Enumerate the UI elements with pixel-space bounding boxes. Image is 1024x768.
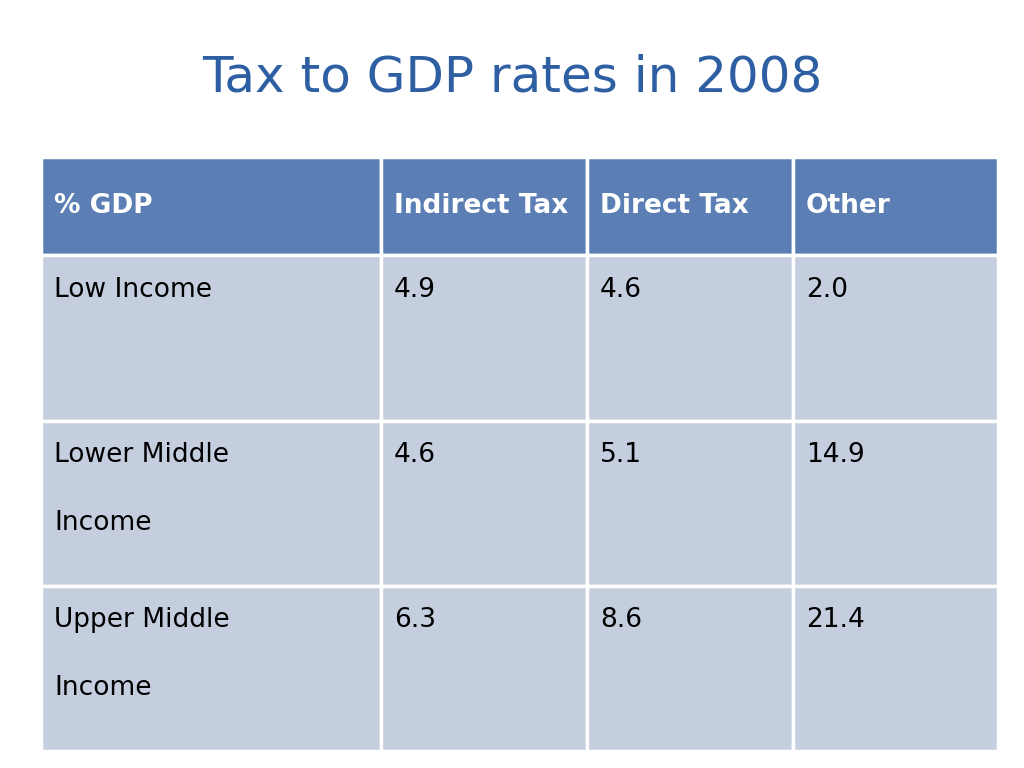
- Text: Upper Middle

Income: Upper Middle Income: [54, 607, 230, 701]
- Text: Tax to GDP rates in 2008: Tax to GDP rates in 2008: [202, 54, 822, 102]
- Bar: [381, 157, 587, 256]
- Bar: [41, 421, 381, 586]
- Bar: [41, 256, 381, 421]
- Bar: [793, 157, 998, 256]
- Bar: [793, 256, 998, 421]
- Text: 4.9: 4.9: [394, 277, 436, 303]
- Text: Low Income: Low Income: [54, 277, 212, 303]
- Bar: [587, 157, 793, 256]
- Bar: [793, 586, 998, 751]
- Text: 5.1: 5.1: [600, 442, 642, 468]
- Bar: [587, 421, 793, 586]
- Text: Other: Other: [806, 194, 891, 220]
- Bar: [41, 157, 381, 256]
- Text: 4.6: 4.6: [600, 277, 642, 303]
- Text: % GDP: % GDP: [54, 194, 153, 220]
- Text: Lower Middle

Income: Lower Middle Income: [54, 442, 229, 536]
- Text: 14.9: 14.9: [806, 442, 864, 468]
- Text: Direct Tax: Direct Tax: [600, 194, 749, 220]
- Bar: [381, 586, 587, 751]
- Bar: [793, 421, 998, 586]
- Text: 4.6: 4.6: [394, 442, 436, 468]
- Text: 21.4: 21.4: [806, 607, 864, 634]
- Text: 6.3: 6.3: [394, 607, 436, 634]
- Text: Indirect Tax: Indirect Tax: [394, 194, 568, 220]
- Bar: [41, 586, 381, 751]
- Bar: [587, 586, 793, 751]
- Bar: [381, 256, 587, 421]
- Text: 8.6: 8.6: [600, 607, 642, 634]
- Bar: [381, 421, 587, 586]
- Bar: [587, 256, 793, 421]
- Text: 2.0: 2.0: [806, 277, 848, 303]
